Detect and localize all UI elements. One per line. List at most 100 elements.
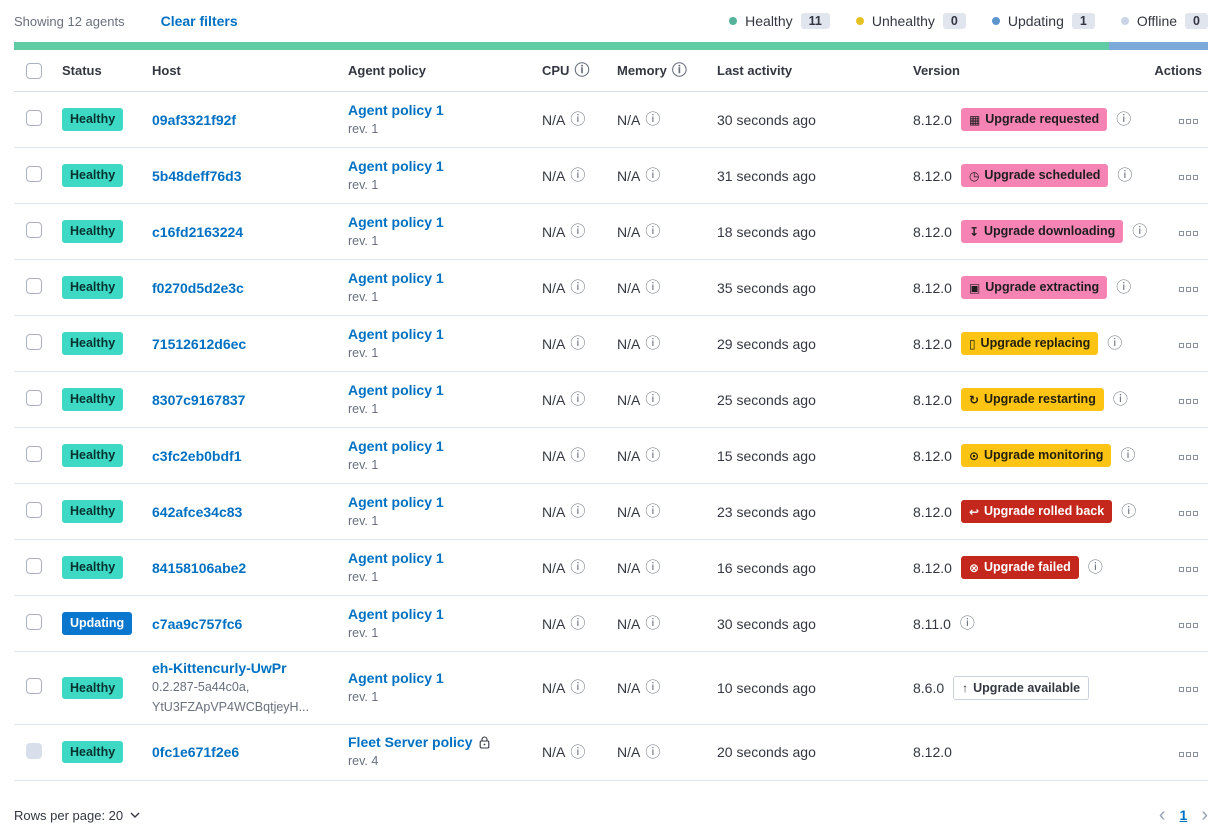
row-checkbox[interactable] <box>26 166 42 182</box>
policy-link[interactable]: Agent policy 1 <box>348 325 444 342</box>
info-icon[interactable]: ⓘ <box>645 743 661 761</box>
row-actions-button[interactable] <box>1175 395 1202 408</box>
upgrade-info-icon[interactable]: ⓘ <box>1107 335 1123 352</box>
upgrade-info-icon[interactable]: ⓘ <box>1087 559 1103 576</box>
host-link[interactable]: 0fc1e671f2e6 <box>152 744 240 761</box>
policy-link[interactable]: Agent policy 1 <box>348 381 444 398</box>
rows-per-page-button[interactable]: Rows per page: 20 <box>14 808 140 823</box>
policy-link[interactable]: Agent policy 1 <box>348 549 444 566</box>
upgrade-status-badge[interactable]: ▦ Upgrade requested <box>960 108 1108 131</box>
upgrade-info-icon[interactable]: ⓘ <box>959 615 975 632</box>
info-icon[interactable]: ⓘ <box>570 279 586 296</box>
upgrade-status-badge[interactable]: ▣ Upgrade extracting <box>960 276 1108 299</box>
row-checkbox[interactable] <box>26 502 42 518</box>
policy-link[interactable]: Agent policy 1 <box>348 269 444 286</box>
row-checkbox[interactable] <box>26 678 42 695</box>
row-checkbox[interactable] <box>26 446 42 462</box>
row-checkbox[interactable] <box>26 278 42 294</box>
info-icon[interactable]: ⓘ <box>645 111 661 128</box>
host-link[interactable]: 8307c9167837 <box>152 391 246 408</box>
host-link[interactable]: c3fc2eb0bdf1 <box>152 447 242 464</box>
info-icon[interactable]: ⓘ <box>570 559 586 576</box>
info-icon[interactable]: ⓘ <box>645 503 661 520</box>
info-icon[interactable]: ⓘ <box>645 447 661 464</box>
info-icon[interactable]: ⓘ <box>570 111 586 128</box>
upgrade-status-badge[interactable]: ↧ Upgrade downloading <box>960 220 1124 243</box>
host-link[interactable]: 09af3321f92f <box>152 111 237 128</box>
upgrade-info-icon[interactable]: ⓘ <box>1117 167 1133 184</box>
row-actions-button[interactable] <box>1175 171 1202 184</box>
host-link[interactable]: eh-Kittencurly-UwPr <box>152 660 287 676</box>
info-icon[interactable]: ⓘ <box>645 223 661 240</box>
row-actions-button[interactable] <box>1175 683 1202 696</box>
upgrade-status-badge[interactable]: ↑ Upgrade available <box>953 675 1090 700</box>
upgrade-status-badge[interactable]: ⊙ Upgrade monitoring <box>960 444 1112 467</box>
upgrade-info-icon[interactable]: ⓘ <box>1112 391 1128 408</box>
host-link[interactable]: 642afce34c83 <box>152 503 243 520</box>
row-checkbox[interactable] <box>26 558 42 574</box>
row-checkbox[interactable] <box>26 390 42 406</box>
info-icon[interactable]: ⓘ <box>570 223 586 240</box>
info-icon[interactable]: ⓘ <box>570 335 586 352</box>
page-1-button[interactable]: 1 <box>1179 807 1188 823</box>
info-icon[interactable]: ⓘ <box>645 391 661 408</box>
upgrade-status-badge[interactable]: ↩ Upgrade rolled back <box>960 500 1113 523</box>
upgrade-status-badge[interactable]: ▯ Upgrade replacing <box>960 332 1099 355</box>
host-link[interactable]: 84158106abe2 <box>152 559 247 576</box>
row-actions-button[interactable] <box>1175 451 1202 464</box>
clear-filters-link[interactable]: Clear filters <box>160 13 238 29</box>
upgrade-info-icon[interactable]: ⓘ <box>1116 111 1132 128</box>
host-link[interactable]: c16fd2163224 <box>152 223 244 240</box>
info-icon[interactable]: ⓘ <box>645 679 661 697</box>
row-actions-button[interactable] <box>1175 227 1202 240</box>
next-page-button[interactable]: › <box>1201 804 1208 826</box>
upgrade-status-badge[interactable]: ⊗ Upgrade failed <box>960 556 1079 579</box>
policy-link[interactable]: Fleet Server policy <box>348 734 473 751</box>
row-checkbox[interactable] <box>26 334 42 350</box>
upgrade-info-icon[interactable]: ⓘ <box>1121 503 1137 520</box>
info-icon[interactable]: ⓘ <box>645 559 661 576</box>
row-checkbox[interactable] <box>26 222 42 238</box>
info-icon[interactable]: ⓘ <box>645 279 661 296</box>
host-link[interactable]: f0270d5d2e3c <box>152 279 244 296</box>
info-icon[interactable]: ⓘ <box>645 335 661 352</box>
host-link[interactable]: 71512612d6ec <box>152 335 247 352</box>
policy-link[interactable]: Agent policy 1 <box>348 213 444 230</box>
row-actions-button[interactable] <box>1175 283 1202 296</box>
policy-link[interactable]: Agent policy 1 <box>348 605 444 622</box>
policy-link[interactable]: Agent policy 1 <box>348 669 444 686</box>
row-actions-button[interactable] <box>1175 563 1202 576</box>
info-icon[interactable]: ⓘ <box>645 167 661 184</box>
info-icon[interactable]: ⓘ <box>570 167 586 184</box>
row-actions-button[interactable] <box>1175 115 1202 128</box>
previous-page-button[interactable]: ‹ <box>1158 804 1166 826</box>
host-link[interactable]: 5b48deff76d3 <box>152 167 242 184</box>
info-icon[interactable]: ⓘ <box>645 615 661 632</box>
row-actions-button[interactable] <box>1175 619 1202 632</box>
info-icon[interactable]: ⓘ <box>570 743 586 761</box>
host-link[interactable]: c7aa9c757fc6 <box>152 615 243 632</box>
memory-info-icon[interactable]: ⓘ <box>671 62 687 79</box>
upgrade-status-badge[interactable]: ↻ Upgrade restarting <box>960 388 1104 411</box>
row-checkbox[interactable] <box>26 614 42 630</box>
failed-icon: ⊗ <box>968 560 979 575</box>
info-icon[interactable]: ⓘ <box>570 503 586 520</box>
select-all-checkbox[interactable] <box>26 62 42 79</box>
row-checkbox[interactable] <box>26 110 42 126</box>
info-icon[interactable]: ⓘ <box>570 615 586 632</box>
cpu-info-icon[interactable]: ⓘ <box>574 62 590 79</box>
policy-link[interactable]: Agent policy 1 <box>348 493 444 510</box>
upgrade-info-icon[interactable]: ⓘ <box>1120 447 1136 464</box>
row-actions-button[interactable] <box>1175 748 1202 761</box>
upgrade-info-icon[interactable]: ⓘ <box>1116 279 1132 296</box>
upgrade-info-icon[interactable]: ⓘ <box>1132 223 1148 240</box>
policy-link[interactable]: Agent policy 1 <box>348 437 444 454</box>
policy-link[interactable]: Agent policy 1 <box>348 101 444 118</box>
info-icon[interactable]: ⓘ <box>570 679 586 697</box>
info-icon[interactable]: ⓘ <box>570 391 586 408</box>
upgrade-status-badge[interactable]: ◷ Upgrade scheduled <box>960 164 1109 187</box>
row-actions-button[interactable] <box>1175 339 1202 352</box>
policy-link[interactable]: Agent policy 1 <box>348 157 444 174</box>
info-icon[interactable]: ⓘ <box>570 447 586 464</box>
row-actions-button[interactable] <box>1175 507 1202 520</box>
